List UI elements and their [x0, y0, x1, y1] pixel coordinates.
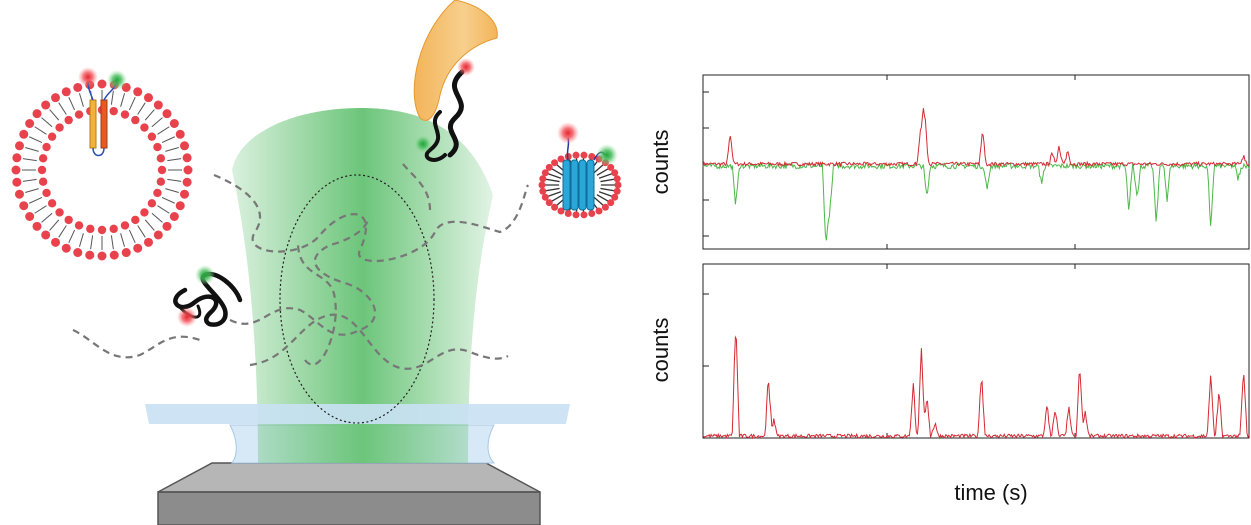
top-trace-panel	[702, 74, 1250, 250]
diffusion-paths	[72, 159, 530, 370]
top-panel-frame	[702, 74, 1250, 250]
top-trace-green-series	[702, 161, 1250, 241]
dye-red-icon	[78, 58, 579, 327]
bottom-panel-ticks	[703, 264, 1076, 438]
chaperone-icon	[413, 0, 498, 121]
objective-lens	[157, 462, 541, 525]
liposome-icon	[11, 79, 193, 261]
bottom-ylabel: counts	[648, 318, 673, 383]
dye-green-icon	[107, 70, 618, 285]
bottom-panel-frame	[702, 263, 1250, 439]
bottom-trace-red-series	[702, 335, 1250, 440]
confocal-volume	[279, 174, 435, 424]
top-panel-ticks	[703, 75, 1076, 249]
top-ylabel: counts	[648, 130, 673, 195]
coverslip-glass	[145, 404, 570, 424]
bottom-trace-panel	[702, 263, 1250, 440]
xlabel: time (s)	[954, 480, 1027, 505]
top-trace-red-series	[702, 108, 1250, 168]
